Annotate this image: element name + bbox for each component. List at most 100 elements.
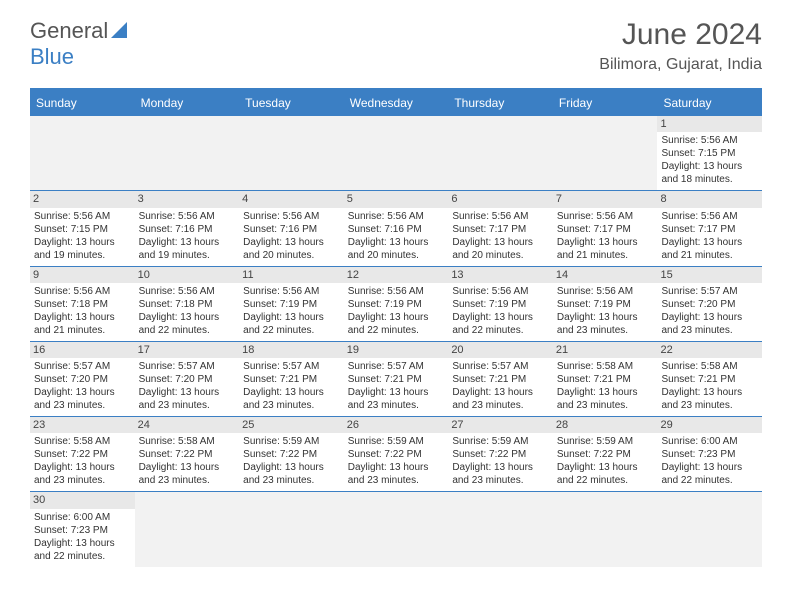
sunrise-text: Sunrise: 5:56 AM	[661, 134, 758, 147]
day-number: 21	[553, 342, 658, 358]
sunset-text: Sunset: 7:23 PM	[34, 524, 131, 537]
week-row: 9Sunrise: 5:56 AMSunset: 7:18 PMDaylight…	[30, 267, 762, 342]
day-cell: 7Sunrise: 5:56 AMSunset: 7:17 PMDaylight…	[553, 191, 658, 265]
day-cell	[239, 116, 344, 190]
day-number: 5	[344, 191, 449, 207]
day-cell: 10Sunrise: 5:56 AMSunset: 7:18 PMDayligh…	[135, 267, 240, 341]
sunset-text: Sunset: 7:16 PM	[348, 223, 445, 236]
sunset-text: Sunset: 7:20 PM	[661, 298, 758, 311]
day-number: 28	[553, 417, 658, 433]
weekday-header: Monday	[135, 90, 240, 116]
daylight-text: Daylight: 13 hours and 23 minutes.	[139, 386, 236, 412]
day-cell: 2 Sunrise: 5:56 AMSunset: 7:15 PMDaylight…	[30, 191, 135, 265]
sunset-text: Sunset: 7:18 PM	[34, 298, 131, 311]
sunset-text: Sunset: 7:17 PM	[452, 223, 549, 236]
day-number: 17	[135, 342, 240, 358]
sunrise-text: Sunrise: 5:58 AM	[557, 360, 654, 373]
day-number: 30	[30, 492, 135, 508]
sunrise-text: Sunrise: 5:58 AM	[661, 360, 758, 373]
month-title: June 2024	[599, 18, 762, 52]
sunrise-text: Sunrise: 5:56 AM	[139, 285, 236, 298]
day-number: 16	[30, 342, 135, 358]
day-cell: 14 Sunrise: 5:56 AMSunset: 7:19 PMDayligh…	[553, 267, 658, 341]
day-number: 12	[344, 267, 449, 283]
sunset-text: Sunset: 7:20 PM	[34, 373, 131, 386]
sunrise-text: Sunrise: 5:59 AM	[452, 435, 549, 448]
weekday-header: Sunday	[30, 90, 135, 116]
sunrise-text: Sunrise: 5:56 AM	[34, 210, 131, 223]
sunset-text: Sunset: 7:17 PM	[661, 223, 758, 236]
daylight-text: Daylight: 13 hours and 23 minutes.	[243, 386, 340, 412]
daylight-text: Daylight: 13 hours and 23 minutes.	[34, 386, 131, 412]
logo: General	[30, 18, 133, 44]
title-block: June 2024 Bilimora, Gujarat, India	[599, 18, 762, 74]
week-row: 16Sunrise: 5:57 AMSunset: 7:20 PMDayligh…	[30, 342, 762, 417]
sunrise-text: Sunrise: 5:56 AM	[348, 210, 445, 223]
daylight-text: Daylight: 13 hours and 21 minutes.	[34, 311, 131, 337]
day-cell: 4Sunrise: 5:56 AMSunset: 7:16 PMDaylight…	[239, 191, 344, 265]
day-cell: 28Sunrise: 5:59 AMSunset: 7:22 PMDayligh…	[553, 417, 658, 491]
day-number: 24	[135, 417, 240, 433]
daylight-text: Daylight: 13 hours and 23 minutes.	[34, 461, 131, 487]
day-number: 7	[553, 191, 658, 207]
sunrise-text: Sunrise: 5:56 AM	[557, 285, 654, 298]
sunset-text: Sunset: 7:21 PM	[661, 373, 758, 386]
daylight-text: Daylight: 13 hours and 22 minutes.	[243, 311, 340, 337]
day-cell: 11Sunrise: 5:56 AMSunset: 7:19 PMDayligh…	[239, 267, 344, 341]
daylight-text: Daylight: 13 hours and 23 minutes.	[348, 386, 445, 412]
daylight-text: Daylight: 13 hours and 19 minutes.	[34, 236, 131, 262]
daylight-text: Daylight: 13 hours and 23 minutes.	[557, 311, 654, 337]
week-row: 30Sunrise: 6:00 AMSunset: 7:23 PMDayligh…	[30, 492, 762, 566]
day-number: 11	[239, 267, 344, 283]
sunrise-text: Sunrise: 5:56 AM	[243, 210, 340, 223]
sunset-text: Sunset: 7:23 PM	[661, 448, 758, 461]
day-number: 29	[657, 417, 762, 433]
daylight-text: Daylight: 13 hours and 21 minutes.	[557, 236, 654, 262]
sunset-text: Sunset: 7:21 PM	[243, 373, 340, 386]
day-cell: 18Sunrise: 5:57 AMSunset: 7:21 PMDayligh…	[239, 342, 344, 416]
sunset-text: Sunset: 7:22 PM	[139, 448, 236, 461]
sunset-text: Sunset: 7:15 PM	[34, 223, 131, 236]
week-row: 23Sunrise: 5:58 AMSunset: 7:22 PMDayligh…	[30, 417, 762, 492]
sunrise-text: Sunrise: 5:56 AM	[557, 210, 654, 223]
sunrise-text: Sunrise: 5:56 AM	[452, 285, 549, 298]
day-cell	[657, 492, 762, 566]
calendar: SundayMondayTuesdayWednesdayThursdayFrid…	[30, 88, 762, 567]
day-number: 23	[30, 417, 135, 433]
weeks-container: 1Sunrise: 5:56 AMSunset: 7:15 PMDaylight…	[30, 116, 762, 567]
day-number: 25	[239, 417, 344, 433]
weekday-header: Wednesday	[344, 90, 449, 116]
day-number: 10	[135, 267, 240, 283]
day-cell: 12Sunrise: 5:56 AMSunset: 7:19 PMDayligh…	[344, 267, 449, 341]
day-number: 2	[30, 191, 135, 207]
daylight-text: Daylight: 13 hours and 23 minutes.	[139, 461, 236, 487]
sunset-text: Sunset: 7:19 PM	[557, 298, 654, 311]
sunrise-text: Sunrise: 5:56 AM	[661, 210, 758, 223]
daylight-text: Daylight: 13 hours and 22 minutes.	[34, 537, 131, 563]
daylight-text: Daylight: 13 hours and 20 minutes.	[452, 236, 549, 262]
sunrise-text: Sunrise: 5:59 AM	[557, 435, 654, 448]
day-cell	[344, 116, 449, 190]
sunrise-text: Sunrise: 5:56 AM	[452, 210, 549, 223]
sunrise-text: Sunrise: 5:56 AM	[139, 210, 236, 223]
sunset-text: Sunset: 7:21 PM	[452, 373, 549, 386]
sunset-text: Sunset: 7:22 PM	[34, 448, 131, 461]
day-cell: 21Sunrise: 5:58 AMSunset: 7:21 PMDayligh…	[553, 342, 658, 416]
daylight-text: Daylight: 13 hours and 23 minutes.	[348, 461, 445, 487]
location: Bilimora, Gujarat, India	[599, 56, 762, 74]
day-cell	[239, 492, 344, 566]
day-number: 14	[553, 267, 658, 283]
day-cell: 19Sunrise: 5:57 AMSunset: 7:21 PMDayligh…	[344, 342, 449, 416]
weekday-header: Tuesday	[239, 90, 344, 116]
sunset-text: Sunset: 7:18 PM	[139, 298, 236, 311]
day-number: 26	[344, 417, 449, 433]
sunset-text: Sunset: 7:21 PM	[348, 373, 445, 386]
day-cell	[553, 116, 658, 190]
sunset-text: Sunset: 7:19 PM	[452, 298, 549, 311]
day-cell: 22Sunrise: 5:58 AMSunset: 7:21 PMDayligh…	[657, 342, 762, 416]
day-cell: 24Sunrise: 5:58 AMSunset: 7:22 PMDayligh…	[135, 417, 240, 491]
sunrise-text: Sunrise: 5:57 AM	[348, 360, 445, 373]
day-number: 9	[30, 267, 135, 283]
sunrise-text: Sunrise: 5:56 AM	[34, 285, 131, 298]
day-number: 20	[448, 342, 553, 358]
